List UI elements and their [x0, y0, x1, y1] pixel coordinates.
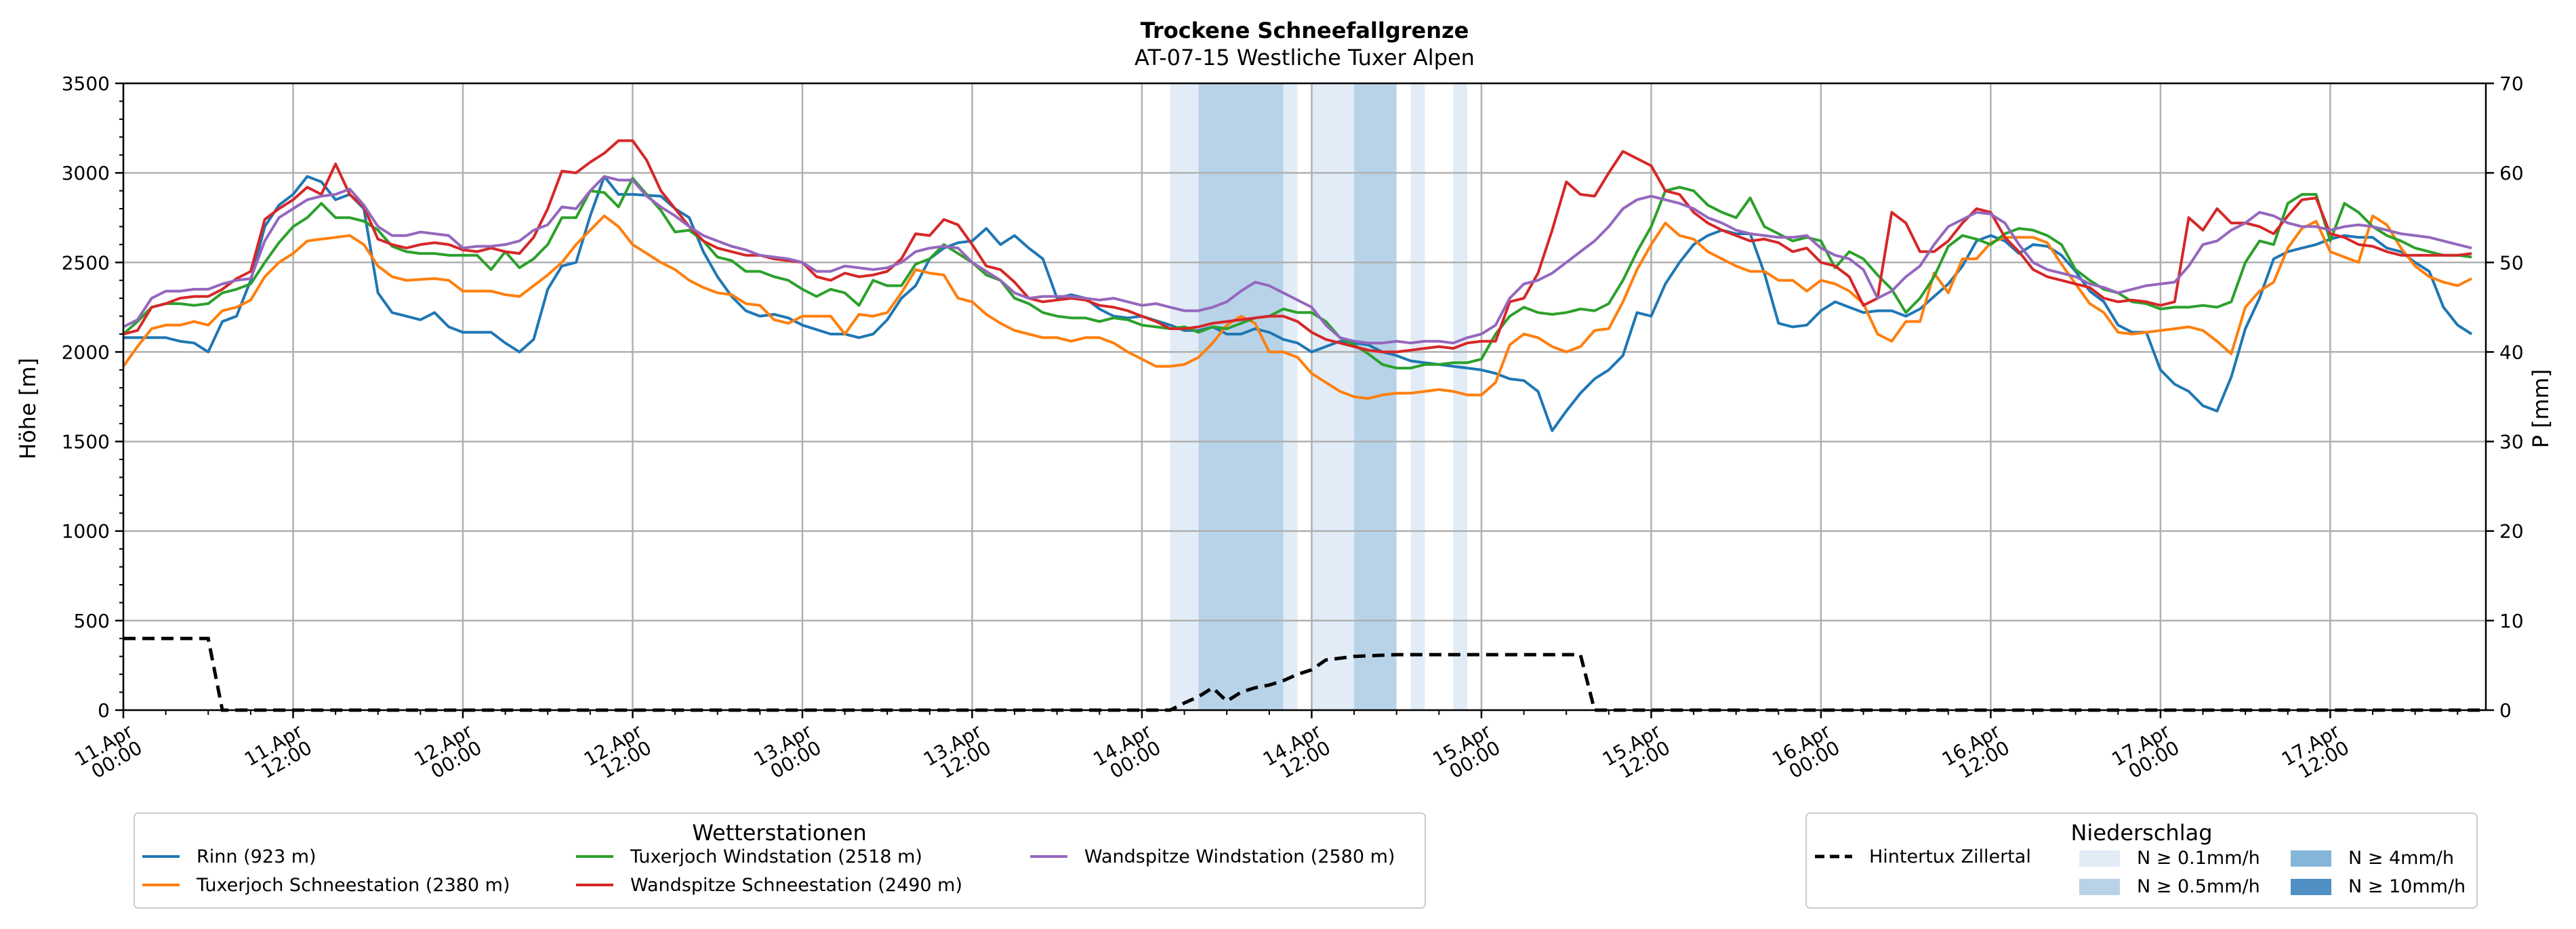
- y-right-tick-label-1: 10: [2499, 610, 2524, 632]
- y-right-tick-label-7: 70: [2499, 73, 2524, 95]
- y-axis-right-label: P [mm]: [2528, 369, 2554, 449]
- legend-precip-class-2: N ≥ 4mm/h: [2348, 848, 2454, 869]
- legend-label-2: Tuxerjoch Windstation (2518 m): [630, 846, 922, 867]
- y-right-tick-label-2: 20: [2499, 520, 2524, 543]
- y-left-tick-label-0: 0: [98, 699, 110, 722]
- legend-stations-items: Rinn (923 m) Tuxerjoch Schneestation (238…: [142, 846, 1395, 896]
- y-left-tick-label-2: 1000: [62, 520, 110, 543]
- legend-label-3: Wandspitze Schneestation (2490 m): [630, 875, 962, 896]
- chart-title: Trockene Schneefallgrenze: [1141, 18, 1469, 43]
- station-series: [122, 139, 2473, 432]
- legend-precip-class-1: N ≥ 0.5mm/h: [2137, 876, 2260, 897]
- y-axis-left-label: Höhe [m]: [15, 358, 41, 459]
- legend-stations: Wetterstationen Rinn (923 m) Tuxerjoch Sc…: [134, 812, 1426, 909]
- legend-label-4: Wandspitze Windstation (2580 m): [1084, 846, 1395, 867]
- series-line-2: [122, 177, 2472, 370]
- legend-precipitation-title: Niederschlag: [2070, 820, 2212, 846]
- precip-band-2: [1283, 83, 1298, 710]
- legend-label-1: Tuxerjoch Schneestation (2380 m): [196, 875, 510, 896]
- precip-band-1: [1198, 83, 1284, 710]
- y-right-tick-label-6: 60: [2499, 162, 2524, 184]
- legend-precip-swatch-1: [2079, 879, 2120, 895]
- y-right-tick-label-3: 30: [2499, 431, 2524, 453]
- y-right-tick-label-5: 50: [2499, 251, 2524, 274]
- legend-precip-class-0: N ≥ 0.1mm/h: [2137, 848, 2260, 869]
- y-right-tick-label-4: 40: [2499, 341, 2524, 363]
- precip-band-3: [1311, 83, 1355, 710]
- legend-precip-class-3: N ≥ 10mm/h: [2348, 876, 2466, 897]
- legend-precip-swatch-0: [2079, 850, 2120, 867]
- precip-band-6: [1453, 83, 1468, 710]
- y-right-tick-label-0: 0: [2499, 699, 2512, 722]
- y-left-tick-label-5: 2500: [62, 251, 110, 274]
- series-line-4: [123, 175, 2472, 345]
- y-left-tick-label-7: 3500: [62, 73, 110, 95]
- chart-subtitle: AT-07-15 Westliche Tuxer Alpen: [1134, 45, 1475, 70]
- precip-band-5: [1410, 83, 1425, 710]
- precip-band-0: [1170, 83, 1199, 710]
- legend-stations-title: Wetterstationen: [692, 820, 866, 846]
- precipitation-line: [123, 636, 2486, 712]
- precipitation-series: [123, 636, 2486, 712]
- legend-precipitation-items: Hintertux Zillertal N ≥ 0.1mm/h N ≥ 0.5mm/…: [1815, 846, 2466, 897]
- y-left-tick-label-1: 500: [74, 610, 110, 632]
- legend-precipitation: Niederschlag Hintertux Zillertal N ≥ 0.1m…: [1805, 812, 2478, 909]
- legend-stations-frame: [134, 812, 1426, 909]
- legend-precip-label: Hintertux Zillertal: [1869, 846, 2031, 867]
- series-line-1: [122, 214, 2473, 400]
- y-left-tick-label-3: 1500: [62, 431, 110, 453]
- plot-frame: [122, 82, 2487, 711]
- series-line-0: [123, 175, 2473, 432]
- legend-label-0: Rinn (923 m): [197, 846, 316, 867]
- series-line-3: [123, 139, 2472, 354]
- y-left-tick-label-6: 3000: [62, 162, 110, 184]
- legend-precip-swatch-3: [2291, 879, 2331, 895]
- legend-precip-swatch-2: [2291, 850, 2331, 867]
- y-left-tick-label-4: 2000: [62, 341, 110, 363]
- precipitation-bands: [1170, 83, 1468, 710]
